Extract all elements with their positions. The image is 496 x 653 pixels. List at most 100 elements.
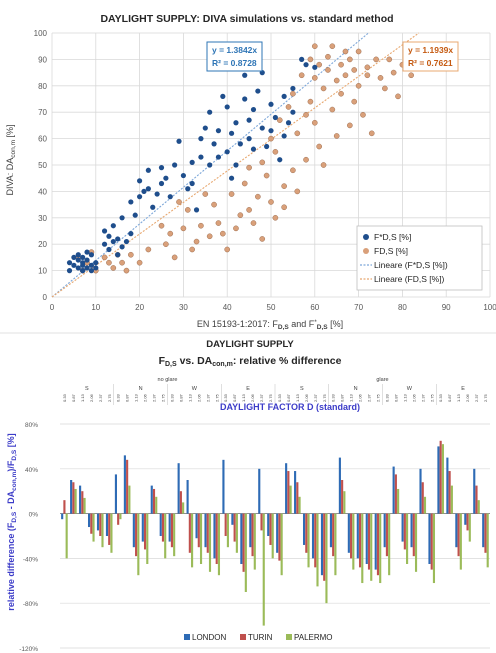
bar-palermo xyxy=(101,513,104,548)
bar-orientation-label: S xyxy=(300,386,304,392)
scatter-point-fd xyxy=(395,93,401,100)
scatter-point-fstar xyxy=(106,246,112,253)
scatter-point-fstar xyxy=(255,88,261,94)
scatter-point-fstar xyxy=(303,62,309,68)
scatter-point-fstar xyxy=(154,191,160,197)
scatter-point-fd xyxy=(360,112,366,118)
scatter-point-fstar xyxy=(189,159,195,165)
legend-label-fit-fd: Lineare (FD,S [%]) xyxy=(374,274,445,284)
scatter-point-fd xyxy=(237,212,244,218)
bar-london xyxy=(482,513,485,548)
scatter-point-fstar xyxy=(215,154,222,160)
scatter-point-fd xyxy=(377,75,384,81)
scatter-point-fd xyxy=(307,98,314,105)
scatter-point-fd xyxy=(268,135,274,142)
bar-palermo xyxy=(146,513,149,564)
bar-turin xyxy=(251,513,254,557)
scatter-point-fd xyxy=(171,254,178,261)
bar-y-tick-labels: 80% 40% 0% -40% -80% -120% xyxy=(19,422,38,653)
scatter-point-fstar xyxy=(215,128,222,134)
bar-turin xyxy=(448,471,451,514)
r2-blue-text: R² = 0.8728 xyxy=(212,58,257,68)
scatter-point-fd xyxy=(224,246,230,253)
scatter-point-fstar xyxy=(119,215,125,221)
bar-turin xyxy=(72,482,75,514)
scatter-point-fd xyxy=(290,90,296,97)
scatter-point-fstar xyxy=(158,180,165,187)
bar-london xyxy=(70,480,73,514)
scatter-point-fstar xyxy=(128,199,134,205)
scatter-point-fd xyxy=(136,259,143,266)
bar-palermo xyxy=(441,444,444,514)
scatter-point-fstar xyxy=(299,56,305,63)
scatter-point-fd xyxy=(294,188,301,195)
bar-factor-label: 0.33 xyxy=(384,393,389,402)
scatter-x-tick-label: 10 xyxy=(91,303,100,312)
bar-palermo xyxy=(173,513,176,557)
scatter-chart: DAYLIGHT SUPPLY: DIVA simulations vs. st… xyxy=(5,13,496,331)
bar-turin xyxy=(99,513,102,536)
scatter-point-fd xyxy=(259,236,266,242)
bar-london xyxy=(222,459,225,514)
scatter-point-fd xyxy=(259,159,266,166)
bar-london xyxy=(455,513,458,548)
bar-factor-label: 2.75 xyxy=(429,393,434,402)
bar-y-tick-label: 80% xyxy=(25,422,38,429)
bar-london xyxy=(258,468,261,514)
scatter-point-fd xyxy=(329,106,336,113)
bar-london xyxy=(61,513,64,520)
bar-london xyxy=(356,513,359,559)
scatter-point-fstar xyxy=(281,93,287,99)
scatter-point-fstar xyxy=(167,194,173,200)
bar-y-tick-label: -120% xyxy=(19,646,38,653)
scatter-point-fd xyxy=(206,233,213,240)
scatter-point-fd xyxy=(347,56,353,63)
scatter-point-fd xyxy=(184,207,191,213)
bar-palermo xyxy=(361,513,364,584)
scatter-point-fstar xyxy=(115,236,121,242)
legend-label-london: LONDON xyxy=(192,633,226,642)
bar-turin xyxy=(403,513,406,550)
bar-factor-label: 2.75 xyxy=(376,393,381,402)
scatter-point-fd xyxy=(158,222,165,229)
bar-london xyxy=(96,513,100,531)
scatter-point-fstar xyxy=(228,130,235,136)
scatter-point-fd xyxy=(355,83,362,89)
bar-turin xyxy=(108,513,111,545)
bar-turin xyxy=(260,513,263,531)
scatter-point-fd xyxy=(382,85,388,92)
bar-palermo xyxy=(406,513,409,564)
bar-factor-label: 2.06 xyxy=(465,393,470,402)
scatter-point-fd xyxy=(338,61,344,68)
bar-factor-label: 2.06 xyxy=(250,393,255,402)
bar-palermo xyxy=(119,513,122,520)
scatter-point-fd xyxy=(101,254,108,261)
bar-factor-label: 0.87 xyxy=(71,393,76,402)
scatter-point-fstar xyxy=(84,249,90,255)
bar-palermo xyxy=(486,513,489,568)
bar-factor-label: 1.13 xyxy=(402,393,407,402)
bar-london xyxy=(285,463,288,514)
bar-bars xyxy=(61,440,489,626)
scatter-point-fstar xyxy=(224,149,230,155)
bar-factor-label: 0.87 xyxy=(232,393,237,402)
bar-factor-label: 2.37 xyxy=(367,393,372,402)
scatter-y-tick-labels: 0 10 20 30 40 50 60 70 80 90 100 xyxy=(34,29,48,302)
scatter-point-fstar xyxy=(75,265,81,271)
bar-y-tick-label: -40% xyxy=(23,556,38,563)
bar-palermo xyxy=(459,513,462,570)
scatter-point-fd xyxy=(215,220,222,226)
bar-y-tick-label: 0% xyxy=(29,512,39,519)
bar-london xyxy=(213,513,216,559)
bar-turin xyxy=(421,482,424,514)
bar-london xyxy=(195,513,198,539)
bar-factor-label: 1.13 xyxy=(349,393,354,402)
scatter-point-fstar xyxy=(285,120,292,126)
bar-london xyxy=(437,446,440,514)
bar-london xyxy=(204,513,207,548)
scatter-point-fstar xyxy=(220,93,226,99)
bar-palermo xyxy=(280,513,283,576)
scatter-point-fd xyxy=(307,56,314,63)
bar-factor-label: 0.33 xyxy=(331,393,336,402)
bar-factor-label: 2.06 xyxy=(196,393,201,402)
